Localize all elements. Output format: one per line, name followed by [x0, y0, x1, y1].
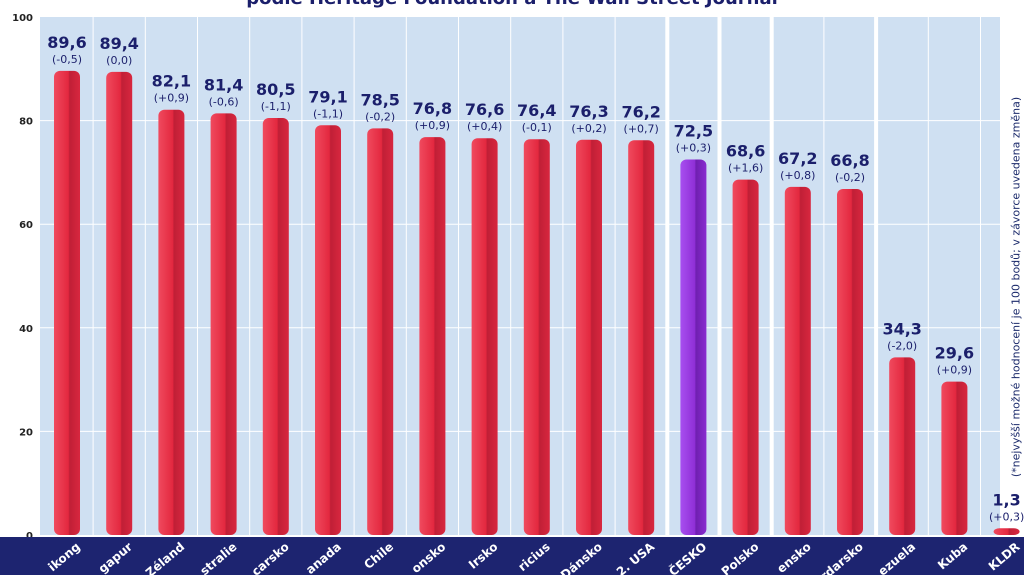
- value-label: 66,8: [830, 151, 869, 170]
- change-label: (-0,2): [835, 171, 865, 184]
- bar: [680, 159, 707, 535]
- bar: [419, 137, 446, 535]
- bar: [210, 113, 237, 536]
- footnote: (*nejvyšší možné hodnocení je 100 bodů; …: [1009, 96, 1023, 478]
- y-tick-label: 40: [19, 324, 33, 335]
- category-band: [0, 537, 1024, 575]
- bar: [941, 381, 968, 535]
- change-label: (-0,6): [209, 95, 239, 108]
- change-label: (-1,1): [313, 107, 343, 120]
- value-label: 80,5: [256, 80, 295, 99]
- bar: [367, 128, 394, 535]
- y-tick-label: 60: [19, 220, 33, 231]
- change-label: (-1,1): [261, 100, 291, 113]
- bar: [471, 138, 498, 535]
- value-label: 29,6: [935, 344, 974, 363]
- bar: [576, 139, 602, 536]
- bar: [315, 125, 341, 536]
- value-label: 76,8: [413, 99, 452, 118]
- change-label: (-0,2): [365, 110, 395, 123]
- bar: [262, 118, 289, 535]
- value-label: 67,2: [778, 149, 817, 168]
- value-label: 1,3: [992, 490, 1020, 509]
- value-label: 34,3: [882, 319, 921, 338]
- value-label: 89,4: [99, 34, 138, 53]
- value-label: 68,6: [726, 142, 765, 161]
- change-label: (-2,0): [887, 339, 917, 352]
- change-label: (+0,9): [154, 92, 189, 105]
- change-label: (+0,9): [937, 364, 972, 377]
- change-label: (+0,3): [989, 510, 1024, 523]
- value-label: 76,2: [621, 102, 660, 121]
- bar: [158, 109, 185, 536]
- value-label: 79,1: [308, 87, 347, 106]
- change-label: (+1,6): [728, 162, 763, 175]
- value-label: 76,4: [517, 101, 556, 120]
- bar: [889, 357, 916, 535]
- change-label: (+0,7): [624, 122, 659, 135]
- bar: [837, 188, 863, 535]
- chart-title: podle Heritage Foundation a The Wall Str…: [246, 0, 778, 9]
- value-label: 72,5: [674, 121, 713, 140]
- change-label: (+0,9): [415, 119, 450, 132]
- change-label: (+0,4): [467, 120, 502, 133]
- y-tick-label: 20: [19, 427, 33, 438]
- y-tick-label: 100: [12, 13, 33, 24]
- bar: [732, 179, 759, 536]
- value-label: 78,5: [360, 90, 399, 109]
- value-label: 76,6: [465, 100, 504, 119]
- value-label: 76,3: [569, 102, 608, 121]
- bar: [628, 140, 655, 535]
- bar: [54, 70, 80, 535]
- value-label: 81,4: [204, 75, 243, 94]
- plot-area: 02040608010089,6(-0,5)ikong89,4(0,0)gapu…: [0, 13, 1024, 575]
- change-label: (0,0): [106, 54, 132, 67]
- y-tick-label: 0: [26, 531, 33, 542]
- change-label: (+0,3): [676, 141, 711, 154]
- y-tick-label: 80: [19, 117, 33, 128]
- value-label: 82,1: [152, 72, 191, 91]
- change-label: (+0,2): [571, 122, 606, 135]
- change-label: (-0,1): [522, 121, 552, 134]
- bar: [784, 186, 811, 536]
- change-label: (+0,8): [780, 169, 815, 182]
- bar: [106, 71, 133, 536]
- value-label: 89,6: [47, 33, 86, 52]
- bar: [523, 139, 550, 536]
- bar: [993, 528, 1020, 535]
- change-label: (-0,5): [52, 53, 82, 66]
